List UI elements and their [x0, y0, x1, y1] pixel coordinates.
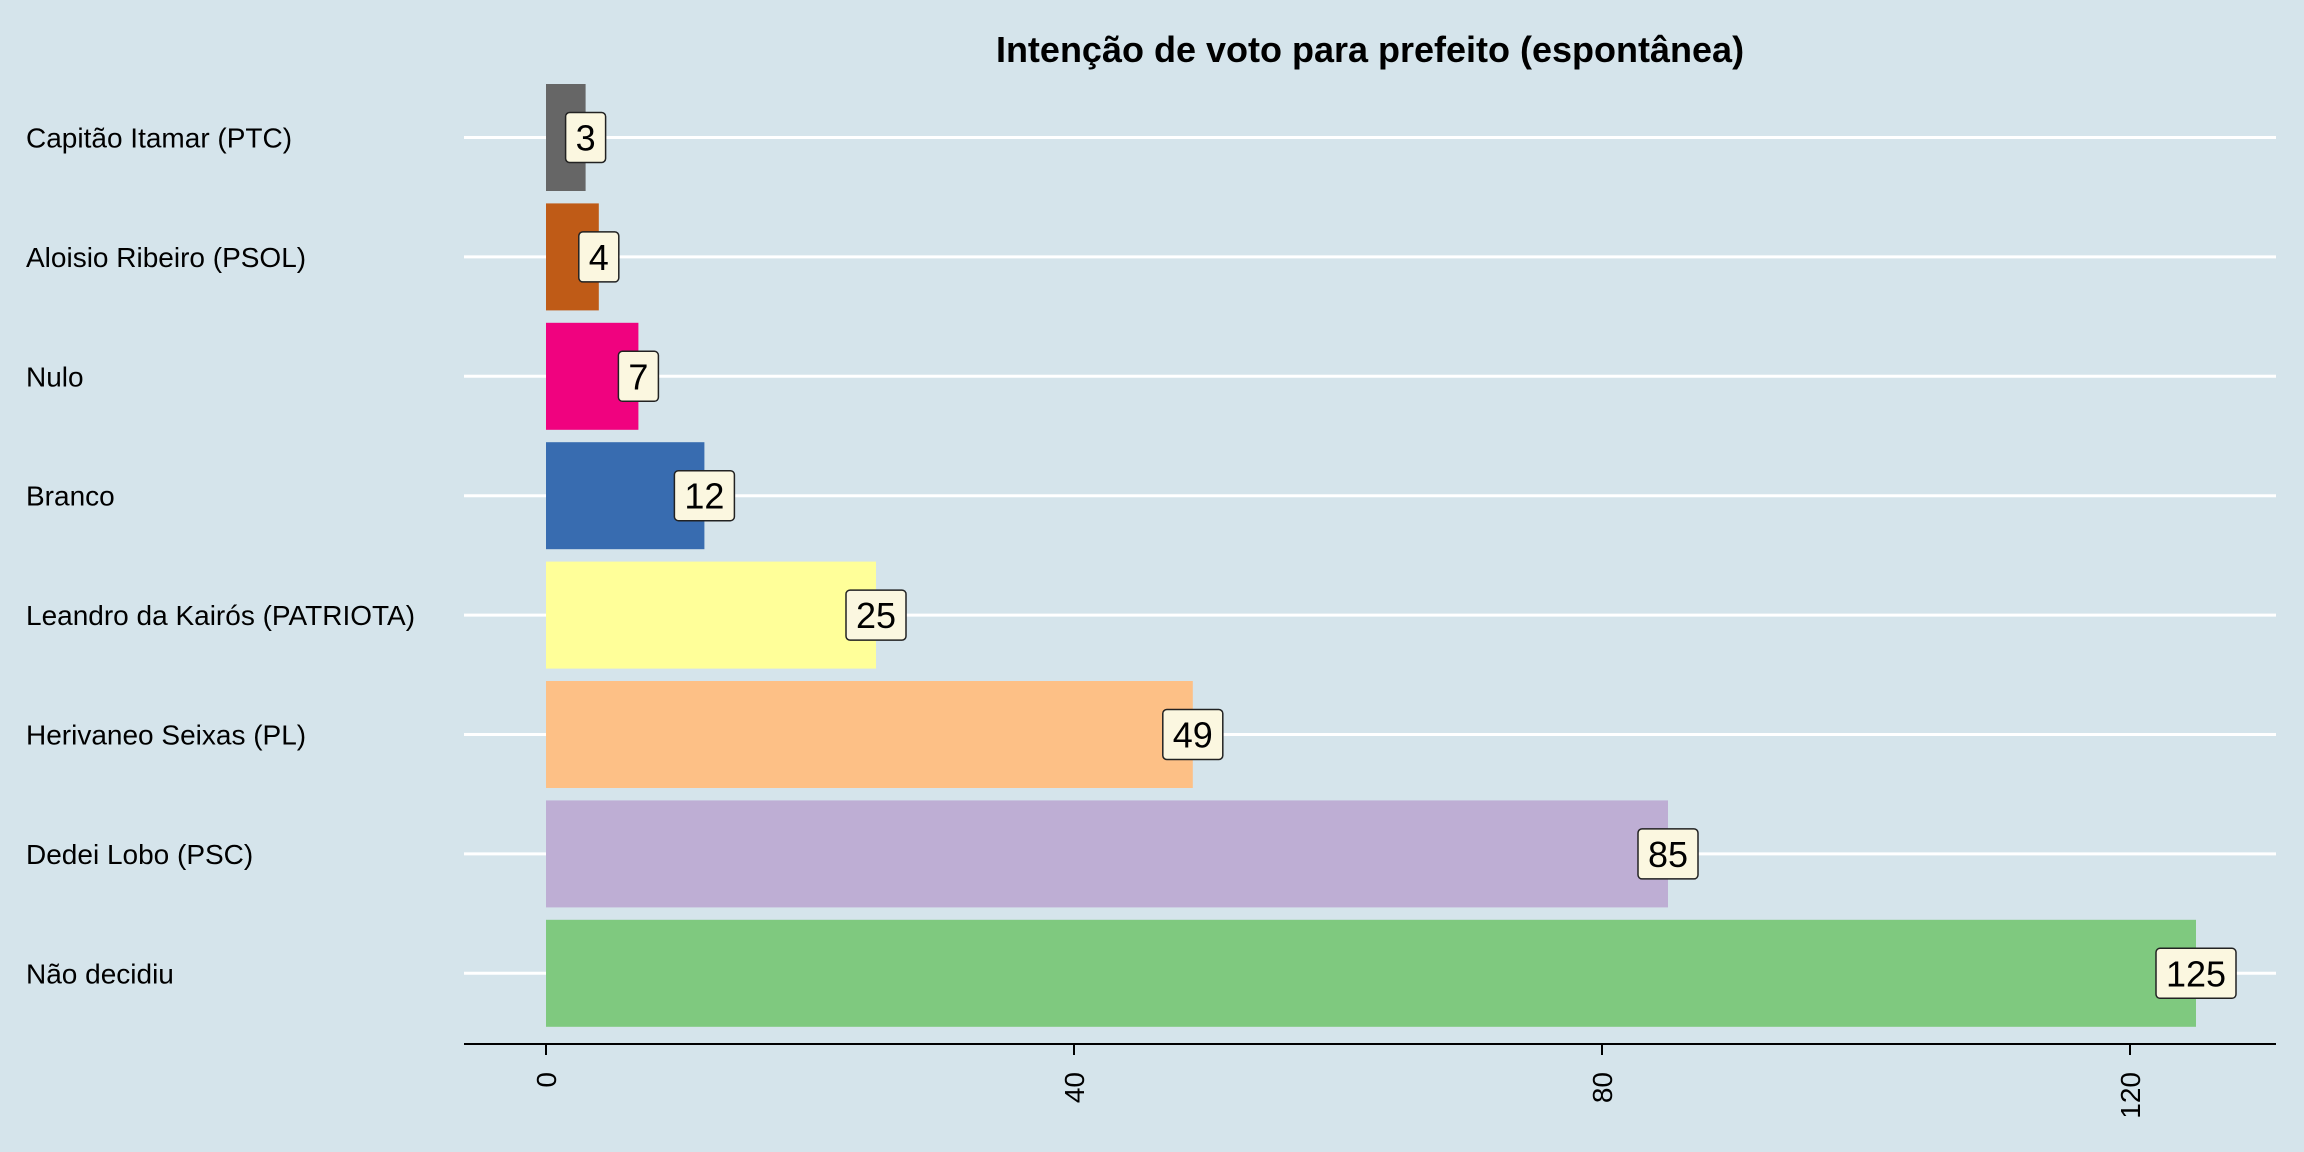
bars [546, 84, 2196, 1027]
category-label: Branco [26, 481, 115, 512]
category-label: Leandro da Kairós (PATRIOTA) [26, 600, 415, 631]
x-tick-label: 120 [2115, 1072, 2146, 1119]
category-label: Capitão Itamar (PTC) [26, 123, 292, 154]
data-label-box [673, 469, 736, 522]
data-label: 12 [684, 476, 724, 517]
data-label-box [564, 111, 607, 164]
x-axis: 0 40 80 120 [464, 1043, 2276, 1119]
data-label: 4 [589, 237, 609, 278]
data-label-box [578, 231, 620, 283]
x-tick-label: 0 [531, 1072, 562, 1088]
data-label: 7 [628, 356, 648, 397]
data-labels: 3 4 7 12 25 49 85 125 [564, 111, 2237, 1000]
category-label: Herivaneo Seixas (PL) [26, 720, 306, 751]
data-label-box [2155, 947, 2237, 1000]
data-label: 85 [1648, 834, 1688, 875]
data-label: 49 [1173, 715, 1213, 756]
data-label-box [617, 350, 660, 403]
category-labels: Capitão Itamar (PTC) Aloisio Ribeiro (PSO… [26, 123, 415, 990]
data-label-box [845, 589, 907, 641]
bar [546, 800, 1668, 908]
data-label: 3 [576, 118, 596, 159]
data-label-box [1637, 828, 1699, 880]
category-label: Dedei Lobo (PSC) [26, 839, 253, 870]
x-tick-label: 40 [1059, 1072, 1090, 1103]
x-tick-label: 80 [1587, 1072, 1618, 1103]
data-label: 125 [2166, 953, 2226, 994]
category-label: Aloisio Ribeiro (PSOL) [26, 242, 306, 273]
data-label: 25 [856, 595, 896, 636]
bar [546, 919, 2196, 1027]
bar [546, 681, 1193, 788]
chart-title: Intenção de voto para prefeito (espontân… [996, 29, 1744, 70]
data-label-box [1162, 708, 1224, 761]
bar [546, 561, 876, 669]
category-label: Não decidiu [26, 958, 174, 989]
category-label: Nulo [26, 361, 84, 392]
